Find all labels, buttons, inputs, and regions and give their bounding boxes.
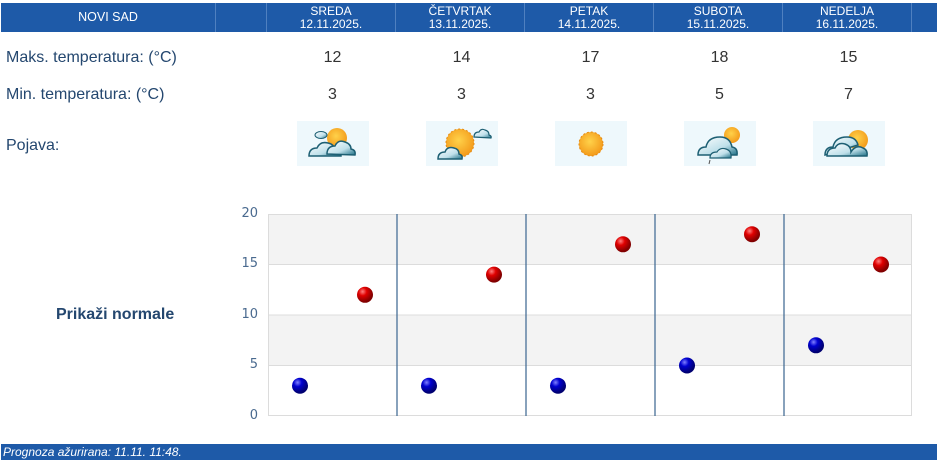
min-temp-value: 5 <box>715 86 724 103</box>
day-header: SREDA 12.11.2025. <box>267 3 396 32</box>
day-header: NEDELJA 16.11.2025. <box>783 3 912 32</box>
day-date: 15.11.2025. <box>686 17 750 31</box>
day-header: ČETVRTAK 13.11.2025. <box>396 3 525 32</box>
max-temp-label: Maks. temperatura: (°C) <box>6 49 177 66</box>
min-temp-label: Min. temperatura: (°C) <box>6 86 165 103</box>
day-date: 14.11.2025. <box>557 17 621 31</box>
chart-plot <box>268 214 912 416</box>
min-temp-value: 3 <box>586 86 595 103</box>
phenomenon-label: Pojava: <box>6 137 60 154</box>
day-name: SREDA <box>310 4 352 18</box>
day-name: ČETVRTAK <box>428 4 492 18</box>
day-name: NEDELJA <box>819 4 875 18</box>
y-tick: 10 <box>241 307 258 322</box>
max-temp-value: 18 <box>710 49 729 66</box>
max-temp-value: 12 <box>323 49 342 66</box>
y-tick: 20 <box>241 206 258 221</box>
partly-cloudy-icon <box>297 121 369 166</box>
min-temp-value: 3 <box>457 86 466 103</box>
sunny-icon <box>555 121 627 166</box>
update-status-bar: Prognoza ažurirana: 11.11. 11:48. <box>1 444 937 460</box>
day-header: SUBOTA 15.11.2025. <box>654 3 783 32</box>
city-name: NOVI SAD <box>1 3 216 32</box>
mostly-cloudy-icon <box>813 121 885 166</box>
day-name: PETAK <box>569 4 609 18</box>
day-date: 12.11.2025. <box>299 17 363 31</box>
day-date: 16.11.2025. <box>815 17 879 31</box>
min-temp-value: 3 <box>328 86 337 103</box>
max-temp-value: 14 <box>452 49 471 66</box>
mostly-sunny-icon <box>426 121 498 166</box>
temperature-chart <box>268 214 912 416</box>
header-spacer <box>216 3 267 32</box>
day-header: PETAK 14.11.2025. <box>525 3 654 32</box>
y-tick: 5 <box>249 357 258 372</box>
forecast-header: NOVI SAD SREDA 12.11.2025. ČETVRTAK 13.1… <box>1 3 937 32</box>
max-temp-value: 17 <box>581 49 600 66</box>
day-date: 13.11.2025. <box>428 17 492 31</box>
day-name: SUBOTA <box>693 4 743 18</box>
y-tick: 0 <box>249 408 258 423</box>
min-temp-value: 7 <box>844 86 853 103</box>
max-temp-value: 15 <box>839 49 858 66</box>
y-tick: 15 <box>241 256 258 271</box>
show-normals-link[interactable]: Prikaži normale <box>56 306 175 323</box>
cloudy-light-rain-icon <box>684 121 756 166</box>
